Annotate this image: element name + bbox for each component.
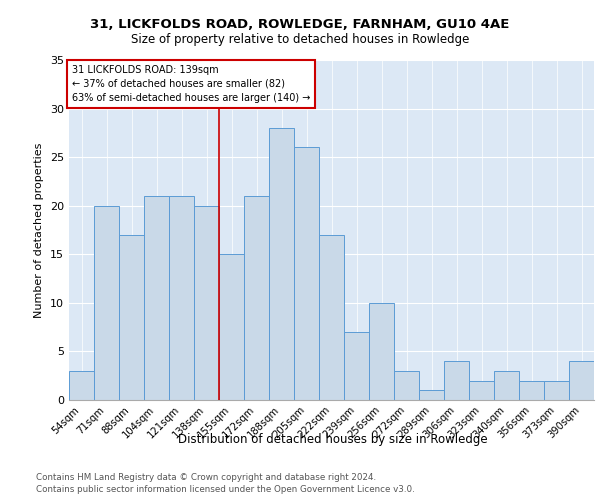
Bar	[119, 235, 144, 400]
Bar	[294, 148, 319, 400]
Bar	[544, 380, 569, 400]
Bar	[519, 380, 544, 400]
Bar	[444, 361, 469, 400]
Bar	[69, 371, 94, 400]
Bar	[144, 196, 169, 400]
Bar	[269, 128, 294, 400]
Bar	[369, 303, 394, 400]
Bar	[219, 254, 244, 400]
Bar	[319, 235, 344, 400]
Text: 31, LICKFOLDS ROAD, ROWLEDGE, FARNHAM, GU10 4AE: 31, LICKFOLDS ROAD, ROWLEDGE, FARNHAM, G…	[91, 18, 509, 30]
Bar	[494, 371, 519, 400]
Bar	[569, 361, 594, 400]
Y-axis label: Number of detached properties: Number of detached properties	[34, 142, 44, 318]
Text: Distribution of detached houses by size in Rowledge: Distribution of detached houses by size …	[178, 432, 488, 446]
Text: 31 LICKFOLDS ROAD: 139sqm
← 37% of detached houses are smaller (82)
63% of semi-: 31 LICKFOLDS ROAD: 139sqm ← 37% of detac…	[71, 65, 310, 103]
Bar	[394, 371, 419, 400]
Text: Contains public sector information licensed under the Open Government Licence v3: Contains public sector information licen…	[36, 485, 415, 494]
Bar	[94, 206, 119, 400]
Bar	[169, 196, 194, 400]
Bar	[244, 196, 269, 400]
Bar	[419, 390, 444, 400]
Bar	[344, 332, 369, 400]
Text: Contains HM Land Registry data © Crown copyright and database right 2024.: Contains HM Land Registry data © Crown c…	[36, 472, 376, 482]
Bar	[469, 380, 494, 400]
Text: Size of property relative to detached houses in Rowledge: Size of property relative to detached ho…	[131, 32, 469, 46]
Bar	[194, 206, 219, 400]
